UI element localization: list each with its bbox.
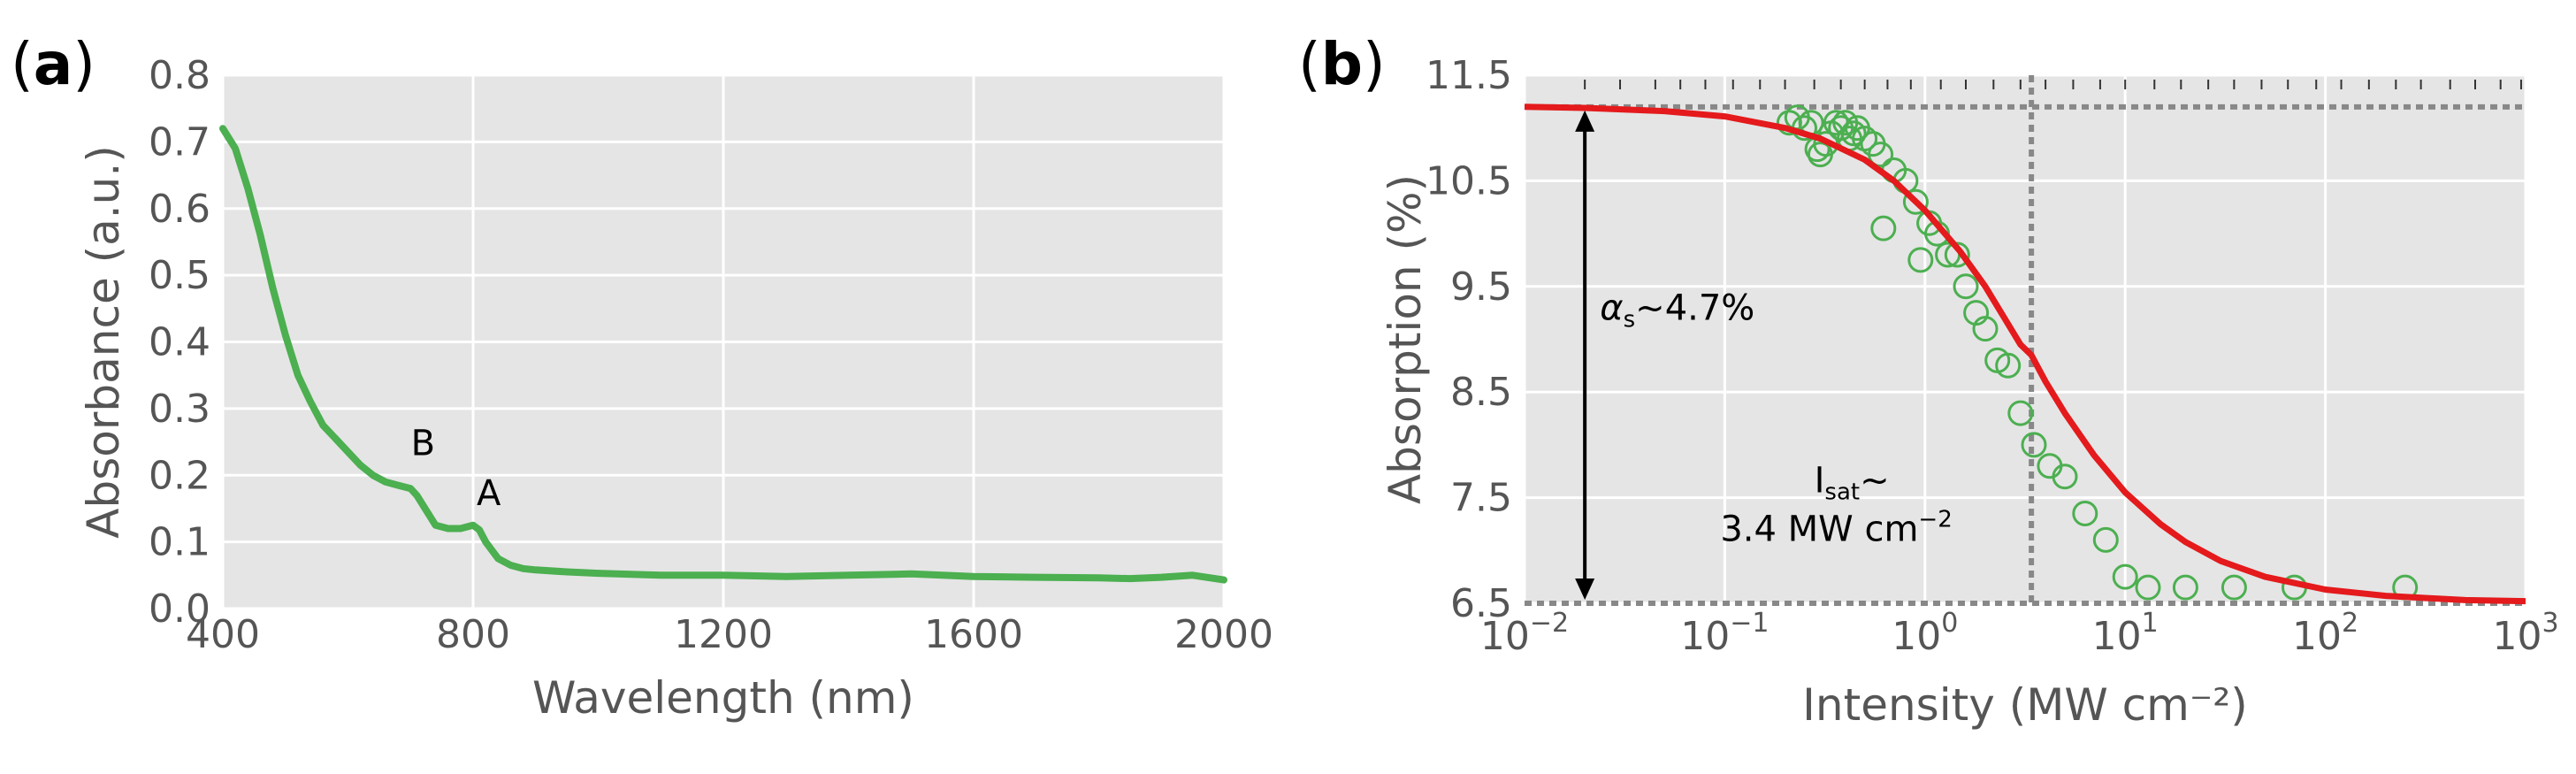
alpha-subscript: s — [1624, 307, 1636, 333]
x-tick-exponent: 1 — [2142, 608, 2159, 639]
panel-a-label: (a) — [11, 30, 96, 98]
arrow-head-up — [1575, 110, 1595, 132]
panel-b-series — [1524, 103, 2526, 605]
y-tick-label: 6.5 — [1450, 581, 1512, 626]
y-tick-label: 0.3 — [149, 387, 210, 432]
x-tick-label: 800 — [436, 612, 510, 657]
x-tick-exponent: −2 — [1530, 608, 1569, 639]
x-tick-label: 101 — [2092, 608, 2159, 659]
panel-b-plot-area — [1525, 75, 2526, 603]
y-tick-label: 0.0 — [149, 586, 210, 632]
x-tick-exponent: 2 — [2342, 608, 2358, 639]
data-point — [1944, 241, 1970, 268]
isat-unit-exponent: −2 — [1918, 507, 1952, 533]
data-point — [1902, 188, 1929, 215]
panel-b-top-rug-ticks — [1584, 80, 2522, 89]
x-tick-label: 400 — [186, 612, 260, 657]
arrow-head-down — [1575, 579, 1595, 600]
saturation-intensity-label: Isat~ — [1815, 461, 1890, 506]
panel-a-annotations: BA — [411, 424, 501, 515]
data-point — [2112, 563, 2138, 590]
x-tick-label: 103 — [2492, 608, 2558, 659]
x-tick-base: 10 — [2092, 614, 2142, 659]
y-tick-label: 10.5 — [1426, 158, 1512, 203]
isat-value: 3.4 MW cm — [1720, 510, 1918, 550]
panel-a-x-axis-label: Wavelength (nm) — [532, 672, 914, 724]
x-tick-exponent: −1 — [1730, 608, 1769, 639]
data-point — [2221, 574, 2247, 601]
data-point — [2021, 432, 2047, 458]
x-tick-base: 10 — [2492, 614, 2542, 659]
saturation-intensity-value: 3.4 MW cm−2 — [1720, 507, 1952, 550]
x-tick-label: 100 — [1892, 608, 1958, 659]
y-tick-label: 0.6 — [149, 187, 210, 232]
panel-b: (b) 6.57.58.59.510.511.510−2 10−1 100 101 10… — [1298, 30, 2559, 731]
data-point — [2007, 400, 2034, 426]
panel-b-reference-lines — [1525, 75, 2526, 606]
isat-tilde: ~ — [1860, 461, 1890, 502]
x-tick-label: 10−1 — [1680, 608, 1769, 659]
data-point — [1870, 215, 1897, 241]
x-tick-base: 10 — [1680, 614, 1730, 659]
alpha-symbol: α — [1600, 288, 1623, 329]
x-tick-base: 10 — [1480, 614, 1530, 659]
data-point — [2052, 464, 2078, 490]
panel-a-y-axis-label: Absorbance (a.u.) — [78, 145, 129, 538]
data-point — [2092, 526, 2119, 553]
x-tick-base: 10 — [2292, 614, 2342, 659]
panel-b-x-axis-label: Intensity (MW cm⁻²) — [1802, 679, 2248, 731]
peak-label: B — [411, 424, 435, 464]
x-tick-label: 1600 — [924, 612, 1023, 657]
panel-b-annotations: αs~4.7% Isat~3.4 MW cm−2 — [1575, 110, 1953, 600]
y-tick-label: 0.2 — [149, 453, 210, 498]
isat-subscript: sat — [1824, 479, 1860, 506]
y-tick-label: 0.8 — [149, 53, 210, 98]
x-tick-label: 102 — [2292, 608, 2358, 659]
absorbance-line — [219, 125, 1227, 584]
panel-b-y-axis-label: Absorption (%) — [1380, 174, 1431, 504]
data-point — [1972, 316, 1999, 342]
panel-b-tick-labels: 6.57.58.59.510.511.510−2 10−1 100 101 102 103 — [1426, 53, 2559, 659]
modulation-depth-label: αs~4.7% — [1600, 288, 1754, 333]
data-point — [1907, 247, 1934, 273]
data-point — [1995, 352, 2022, 379]
y-tick-label: 0.4 — [149, 320, 210, 365]
x-tick-exponent: 0 — [1941, 608, 1958, 639]
panel-a: (a) 0.0 0.1 0.2 0.3 0.4 0.5 0.6 0.7 0.8 400 800 120… — [11, 30, 1273, 724]
fit-curve — [1524, 103, 2526, 605]
y-tick-label: 9.5 — [1450, 264, 1512, 310]
data-point — [2172, 574, 2198, 601]
y-tick-label: 11.5 — [1426, 53, 1512, 98]
y-tick-label: 0.1 — [149, 520, 210, 565]
data-point — [2135, 574, 2161, 601]
isat-symbol: I — [1815, 461, 1825, 502]
peak-label: A — [477, 473, 501, 514]
y-tick-label: 0.7 — [149, 119, 210, 165]
x-tick-exponent: 3 — [2542, 608, 2558, 639]
panel-a-tick-labels: 0.0 0.1 0.2 0.3 0.4 0.5 0.6 0.7 0.8 400 800 1200 160… — [149, 53, 1273, 657]
data-point — [1868, 142, 1894, 168]
x-tick-base: 10 — [1892, 614, 1941, 659]
x-tick-label: 10−2 — [1480, 608, 1569, 659]
y-tick-label: 7.5 — [1450, 476, 1512, 521]
y-tick-label: 0.5 — [149, 253, 210, 298]
x-tick-label: 1200 — [674, 612, 773, 657]
modulation-depth-value: ~4.7% — [1635, 288, 1754, 329]
panel-b-label: (b) — [1298, 30, 1386, 98]
data-point — [2072, 501, 2098, 526]
panel-a-grid — [221, 73, 1226, 610]
data-point — [1953, 273, 1979, 300]
x-tick-label: 2000 — [1174, 612, 1273, 657]
y-tick-label: 8.5 — [1450, 370, 1512, 415]
panel-a-series — [219, 125, 1227, 584]
